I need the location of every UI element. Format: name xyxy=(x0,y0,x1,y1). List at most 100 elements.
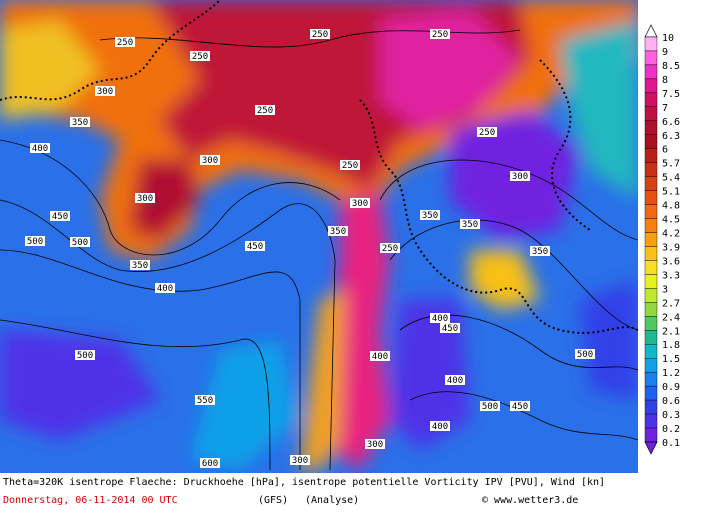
colorbar-swatch xyxy=(644,427,658,443)
colorbar-swatch xyxy=(644,371,658,387)
contour-label: 300 xyxy=(292,456,308,466)
colorbar-swatch xyxy=(644,344,658,359)
colorbar-swatch xyxy=(644,162,658,177)
contour-label: 500 xyxy=(72,238,88,248)
contour-label-bg xyxy=(70,237,90,247)
contour-label-bg xyxy=(30,143,50,153)
contour-label-bg xyxy=(190,51,210,61)
contour-label-bg xyxy=(510,401,530,411)
colorbar-label: 1.2 xyxy=(662,368,680,379)
colorbar-label: 3 xyxy=(662,284,668,295)
contour-label-bg xyxy=(245,241,265,251)
contour-label-bg xyxy=(310,29,330,39)
contour-label: 450 xyxy=(442,324,458,334)
colorbar-swatch xyxy=(644,106,658,121)
contour-label: 250 xyxy=(117,38,133,48)
footer-credit: © www.wetter3.de xyxy=(482,495,578,506)
contour-label-bg xyxy=(430,29,450,39)
colorbar-swatch xyxy=(644,330,658,345)
contour-label-bg xyxy=(350,198,370,208)
contour-label: 500 xyxy=(77,351,93,361)
colorbar-swatch xyxy=(644,316,658,331)
colorbar-swatch xyxy=(644,246,658,261)
contour-label-bg xyxy=(530,246,550,256)
contour-label: 350 xyxy=(422,211,438,221)
colorbar-label: 6.3 xyxy=(662,131,680,142)
colorbar-label: 4.5 xyxy=(662,215,680,226)
contour-label-bg xyxy=(25,236,45,246)
contour-label: 350 xyxy=(462,220,478,230)
contour-label: 400 xyxy=(372,352,388,362)
colorbar-swatch xyxy=(644,385,658,401)
contour-label: 400 xyxy=(157,284,173,294)
contour-label: 350 xyxy=(132,261,148,271)
contour-label-bg xyxy=(420,210,440,220)
colorbar-label: 3.6 xyxy=(662,256,680,267)
contour-label-bg xyxy=(195,395,215,405)
colorbar-swatch xyxy=(644,399,658,415)
contour-label: 500 xyxy=(482,402,498,412)
contour-label-bg xyxy=(200,155,220,165)
contour-label: 250 xyxy=(479,128,495,138)
contour-label: 600 xyxy=(202,459,218,469)
colorbar-label: 9 xyxy=(662,47,668,58)
contour-label-bg xyxy=(115,37,135,47)
colorbar-label: 6 xyxy=(662,145,668,156)
colorbar-label: 5.7 xyxy=(662,159,680,170)
contour-label: 300 xyxy=(202,156,218,166)
colorbar-label: 7.5 xyxy=(662,89,680,100)
contour-label: 550 xyxy=(197,396,213,406)
colorbar-swatch xyxy=(644,413,658,429)
contour-label: 350 xyxy=(72,118,88,128)
colorbar-swatch xyxy=(644,64,658,80)
contour-label: 250 xyxy=(257,106,273,116)
colorbar-label: 6.6 xyxy=(662,117,680,128)
contour-label-bg xyxy=(430,421,450,431)
colorbar-label: 0.9 xyxy=(662,382,680,393)
contour-label-bg xyxy=(95,86,115,96)
footer-bg xyxy=(0,473,704,513)
contour-label: 400 xyxy=(432,314,448,324)
contour-label-bg xyxy=(135,193,155,203)
contour-label-bg xyxy=(460,219,480,229)
colorbar-label: 2.7 xyxy=(662,298,680,309)
colorbar-swatch xyxy=(644,134,658,149)
contour-label-bg xyxy=(480,401,500,411)
contour-label: 250 xyxy=(192,52,208,62)
contour-label-bg xyxy=(50,211,70,221)
colorbar-label: 2.1 xyxy=(662,326,680,337)
contour-label-bg xyxy=(255,105,275,115)
colorbar-label: 0.6 xyxy=(662,396,680,407)
colorbar-swatch xyxy=(644,302,658,317)
colorbar-swatch xyxy=(644,36,658,52)
contour-label: 300 xyxy=(512,172,528,182)
contour-label-bg xyxy=(430,313,450,323)
colorbar-swatch xyxy=(644,190,658,205)
contour-label: 350 xyxy=(532,247,548,257)
contour-label: 250 xyxy=(312,30,328,40)
colorbar-swatch xyxy=(644,120,658,135)
contour-label: 500 xyxy=(577,350,593,360)
colorbar-swatch xyxy=(644,358,658,373)
colorbar: 10 9 8.5 8 7.5 7 6.6 6.3 6 5.7 5.4 5.1 4.8 4.5 4.2 3.9 3… xyxy=(644,24,680,455)
footer-date: Donnerstag, 06-11-2014 00 UTC xyxy=(3,495,178,506)
contour-label: 300 xyxy=(367,440,383,450)
contour-label: 450 xyxy=(512,402,528,412)
contour-label-bg xyxy=(510,171,530,181)
contour-label-bg xyxy=(75,350,95,360)
contour-label: 400 xyxy=(32,144,48,154)
contour-label: 350 xyxy=(330,227,346,237)
colorbar-swatch xyxy=(644,218,658,233)
contour-label-bg xyxy=(290,455,310,465)
contour-label: 400 xyxy=(447,376,463,386)
colorbar-label: 4.2 xyxy=(662,229,680,240)
contour-label: 450 xyxy=(247,242,263,252)
colorbar-label: 5.4 xyxy=(662,173,680,184)
colorbar-label: 3.9 xyxy=(662,242,680,253)
colorbar-swatch xyxy=(644,78,658,94)
footer-run: (Analyse) xyxy=(305,495,359,506)
colorbar-swatch xyxy=(644,148,658,163)
colorbar-swatch xyxy=(644,92,658,108)
